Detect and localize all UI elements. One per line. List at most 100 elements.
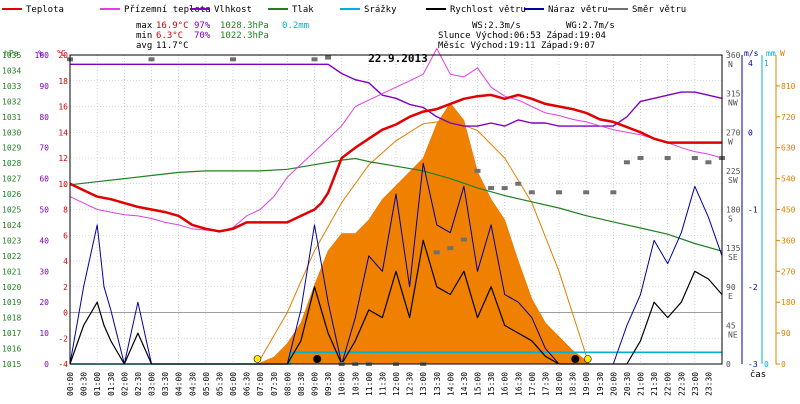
ms-axis-title: m/s <box>744 49 759 58</box>
c-tick-14: 14 <box>58 128 68 137</box>
time-tick-15: 07:30 <box>270 372 279 396</box>
hpa-tick-1019: 1019 <box>2 298 21 307</box>
time-tick-24: 12:00 <box>392 372 401 396</box>
time-tick-40: 20:00 <box>609 372 618 396</box>
wind-direction-point <box>447 246 454 251</box>
legend-label-5: Rychlost větru <box>450 5 526 15</box>
pct-tick-70: 70 <box>39 144 49 153</box>
stat-max-press: 1028.3hPa <box>220 21 269 31</box>
dir-tick-315: 315 <box>726 90 741 99</box>
wind-direction-point <box>556 190 562 195</box>
dir-tick-270: 270 <box>726 128 741 137</box>
series-ground-temperature <box>69 48 723 232</box>
legend-label-6: Náraz větru <box>548 5 608 15</box>
time-tick-8: 04:00 <box>175 372 184 396</box>
stat-avg-label: avg <box>136 41 152 51</box>
w-tick-630: 630 <box>781 144 796 153</box>
time-tick-28: 14:00 <box>446 372 455 396</box>
time-tick-3: 01:30 <box>107 372 116 396</box>
hpa-tick-1029: 1029 <box>2 144 21 153</box>
dir-label-360: N <box>728 60 733 69</box>
c-tick-10: 10 <box>58 180 68 189</box>
time-tick-32: 16:00 <box>501 372 510 396</box>
stat-max-hum: 97% <box>194 21 211 31</box>
series-humidity <box>70 63 723 127</box>
hpa-axis-title: hPa <box>4 49 19 58</box>
pct-tick-60: 60 <box>39 175 49 184</box>
legend-label-3: Tlak <box>292 5 314 15</box>
time-tick-4: 02:00 <box>120 372 129 396</box>
sunrise-marker <box>253 355 262 363</box>
sunset-marker <box>583 355 592 363</box>
stat-max-label: max <box>136 21 153 31</box>
hpa-tick-1027: 1027 <box>2 175 21 184</box>
dir-label-270: W <box>728 137 733 146</box>
time-tick-31: 15:30 <box>487 372 496 396</box>
wind-direction-point <box>433 250 440 255</box>
time-tick-42: 21:00 <box>637 372 646 396</box>
time-tick-44: 22:00 <box>664 372 673 396</box>
wind-direction-point <box>460 237 467 242</box>
hpa-tick-1017: 1017 <box>2 329 21 338</box>
time-tick-34: 17:00 <box>528 372 537 396</box>
time-tick-47: 23:30 <box>704 372 713 396</box>
wind-direction-point <box>664 156 671 160</box>
hpa-tick-1016: 1016 <box>2 345 21 354</box>
plot-frame <box>69 54 723 365</box>
dir-tick-45: 45 <box>726 321 736 330</box>
time-tick-2: 01:00 <box>93 372 102 396</box>
pct-tick-100: 100 <box>35 51 50 60</box>
pct-tick-10: 10 <box>39 329 49 338</box>
dir-tick-360: 360 <box>726 51 741 60</box>
legend-label-0: Teplota <box>26 5 64 15</box>
time-tick-21: 10:30 <box>351 372 360 396</box>
dir-label-90: E <box>728 292 733 301</box>
stat-rain: 0.2mm <box>282 21 309 31</box>
stat-wg: WG:2.7m/s <box>566 21 615 31</box>
dir-label-225: SW <box>728 176 738 185</box>
pct-tick-40: 40 <box>39 236 49 245</box>
ms-tick--3: -3 <box>748 360 758 369</box>
series-solar <box>70 102 722 365</box>
pct-axis-title: % <box>38 49 43 58</box>
time-tick-19: 09:30 <box>324 372 333 396</box>
c-axis-title: °C <box>56 49 66 58</box>
w-tick-810: 810 <box>781 82 796 91</box>
hpa-tick-1021: 1021 <box>2 267 21 276</box>
stat-min-label: min <box>136 31 152 41</box>
dir-tick-225: 225 <box>726 167 741 176</box>
dir-label-45: NE <box>728 330 738 339</box>
chart-title: 22.9.2013 <box>368 52 428 65</box>
w-tick-90: 90 <box>781 329 791 338</box>
stat-avg-temp: 11.7°C <box>156 41 189 51</box>
time-tick-38: 19:00 <box>582 372 591 396</box>
hpa-tick-1033: 1033 <box>2 82 21 91</box>
wind-direction-point <box>311 57 318 62</box>
pct-tick-20: 20 <box>39 298 49 307</box>
wind-direction-point <box>637 156 644 160</box>
legend-label-1: Přízemní teplota <box>124 5 211 15</box>
mm-axis-title: mm <box>766 49 776 58</box>
wind-direction-point <box>610 190 617 195</box>
time-tick-41: 20:30 <box>623 372 632 396</box>
hpa-tick-1025: 1025 <box>2 206 21 215</box>
w-tick-720: 720 <box>781 113 796 122</box>
dir-label-315: NW <box>728 99 738 108</box>
series-temperature <box>69 93 722 233</box>
w-tick-270: 270 <box>781 267 796 276</box>
hpa-tick-1015: 1015 <box>2 360 21 369</box>
dir-label-180: S <box>728 215 733 224</box>
c-tick-16: 16 <box>58 103 68 112</box>
pct-tick-50: 50 <box>39 206 49 215</box>
hpa-tick-1018: 1018 <box>2 314 21 323</box>
legend-label-2: Vlhkost <box>214 5 252 15</box>
c-tick-12: 12 <box>58 154 68 163</box>
dir-axis-title: ° <box>725 49 730 58</box>
mm-tick-zero: 0 <box>764 360 769 369</box>
series-solar-theoretical <box>257 119 590 365</box>
c-tick-4: 4 <box>63 257 68 266</box>
wind-direction-point <box>583 190 590 195</box>
time-tick-18: 09:00 <box>311 372 320 396</box>
c-tick-2: 2 <box>63 283 68 292</box>
